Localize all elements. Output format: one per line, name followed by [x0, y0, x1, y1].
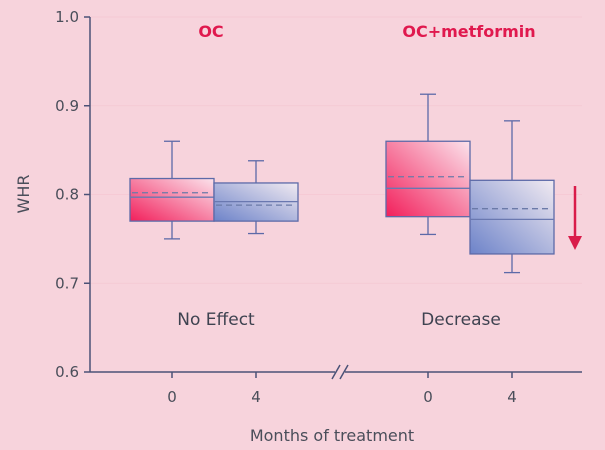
box: [385, 140, 471, 218]
x-tick-label: 4: [251, 388, 261, 406]
y-tick-label: 0.8: [55, 186, 79, 204]
decrease-arrow-icon: [568, 186, 582, 250]
annotation-no-effect: No Effect: [177, 310, 255, 330]
y-ticks: 0.6 0.7 0.8 0.9 1.0: [55, 8, 90, 381]
box: [469, 179, 555, 255]
x-axis-label: Months of treatment: [250, 426, 414, 445]
axis-break: [331, 364, 349, 380]
group-title-oc: OC: [198, 22, 223, 41]
x-tick-label: 0: [167, 388, 177, 406]
box: [129, 177, 215, 222]
annotation-decrease: Decrease: [421, 310, 501, 330]
x-tick-label: 0: [423, 388, 433, 406]
y-tick-label: 1.0: [55, 8, 79, 26]
y-tick-label: 0.9: [55, 97, 79, 115]
y-tick-label: 0.6: [55, 363, 79, 381]
boxes: [129, 93, 555, 274]
x-tick-label: 4: [507, 388, 517, 406]
group-title-oc-metformin: OC+metformin: [402, 22, 535, 41]
y-axis-label: WHR: [14, 175, 33, 214]
x-ticks: 0 4 0 4: [167, 372, 517, 406]
y-tick-label: 0.7: [55, 274, 79, 292]
